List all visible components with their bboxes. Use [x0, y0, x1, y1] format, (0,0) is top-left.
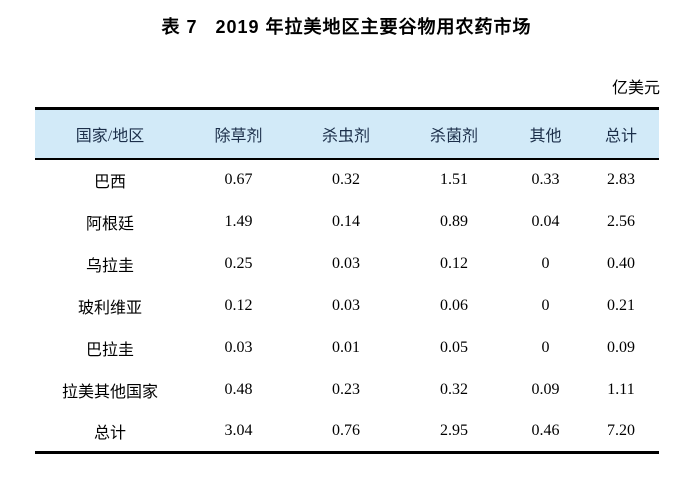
value-cell: 1.51 — [440, 171, 468, 188]
column-header: 国家/地区 — [75, 127, 145, 145]
table-row: 巴拉圭 0.03 0.01 0.05 0 0.09 — [35, 327, 659, 369]
value-cell: 0.23 — [332, 380, 360, 398]
table-row: 乌拉圭 0.25 0.03 0.12 0 0.40 — [35, 243, 659, 285]
region-cell: 巴拉圭 — [85, 341, 134, 359]
value-cell: 0.09 — [607, 338, 635, 356]
value-cell: 0.25 — [224, 254, 253, 272]
value-cell: 0.89 — [440, 212, 468, 230]
region-cell: 总计 — [93, 424, 126, 442]
value-cell: 0.01 — [332, 338, 360, 356]
value-cell: 0.32 — [440, 380, 468, 398]
value-cell: 0.03 — [224, 338, 253, 356]
region-cell: 拉美其他国家 — [61, 383, 158, 401]
value-cell: 0.14 — [332, 212, 360, 230]
header-row: 国家/地区 除草剂 杀虫剂 杀菌剂 其他 总计 — [35, 108, 659, 159]
unit-label: 亿美元 — [611, 80, 660, 97]
column-header: 杀虫剂 — [321, 127, 370, 145]
region-cell: 巴西 — [93, 174, 126, 191]
value-cell: 0.12 — [440, 254, 468, 272]
value-cell: 0.46 — [531, 421, 560, 439]
value-cell: 0.03 — [332, 254, 360, 272]
region-cell: 乌拉圭 — [85, 257, 134, 275]
value-cell: 3.04 — [224, 421, 253, 439]
value-cell: 2.83 — [607, 171, 635, 188]
value-cell: 0 — [541, 296, 550, 314]
value-cell: 7.20 — [607, 421, 635, 439]
value-cell: 2.56 — [607, 212, 635, 230]
region-cell: 玻利维亚 — [77, 299, 142, 317]
value-cell: 0.04 — [531, 212, 560, 230]
column-header: 总计 — [604, 127, 637, 145]
value-cell: 1.49 — [224, 212, 253, 230]
value-cell: 0 — [541, 254, 550, 272]
column-header: 杀菌剂 — [429, 127, 478, 145]
value-cell: 0.40 — [607, 254, 635, 272]
value-cell: 0.32 — [332, 171, 360, 188]
value-cell: 0.48 — [224, 380, 253, 398]
value-cell: 2.95 — [440, 421, 468, 439]
value-cell: 0.09 — [531, 380, 560, 398]
table-header: 国家/地区 除草剂 杀虫剂 杀菌剂 其他 总计 — [35, 108, 659, 159]
value-cell: 0.67 — [224, 171, 253, 188]
table-row: 总计 3.04 0.76 2.95 0.46 7.20 — [35, 411, 659, 453]
value-cell: 0.06 — [440, 296, 468, 314]
table-row: 玻利维亚 0.12 0.03 0.06 0 0.21 — [35, 285, 659, 327]
value-cell: 0.21 — [607, 296, 635, 314]
table-row: 阿根廷 1.49 0.14 0.89 0.04 2.56 — [35, 201, 659, 243]
column-header: 除草剂 — [214, 127, 263, 145]
value-cell: 1.11 — [607, 380, 635, 398]
table-row: 巴西 0.67 0.32 1.51 0.33 2.83 — [35, 159, 659, 201]
table-title: 表 7 2019 年拉美地区主要谷物用农药市场 — [161, 17, 532, 37]
value-cell: 0 — [541, 338, 550, 356]
region-cell: 阿根廷 — [85, 215, 134, 233]
value-cell: 0.03 — [332, 296, 360, 314]
table-body: 巴西 0.67 0.32 1.51 0.33 2.83 阿根廷 1.49 0.14 0.89 0.0… — [35, 159, 659, 453]
value-cell: 0.33 — [531, 171, 560, 188]
table-row: 拉美其他国家 0.48 0.23 0.32 0.09 1.11 — [35, 369, 659, 411]
value-cell: 0.05 — [440, 338, 468, 356]
column-header: 其他 — [529, 127, 562, 145]
value-cell: 0.76 — [332, 421, 360, 439]
pesticide-market-table: 国家/地区 除草剂 杀虫剂 杀菌剂 其他 总计 巴西 0.67 0.32 1.51 0.33 2.8… — [35, 107, 659, 454]
value-cell: 0.12 — [224, 296, 253, 314]
